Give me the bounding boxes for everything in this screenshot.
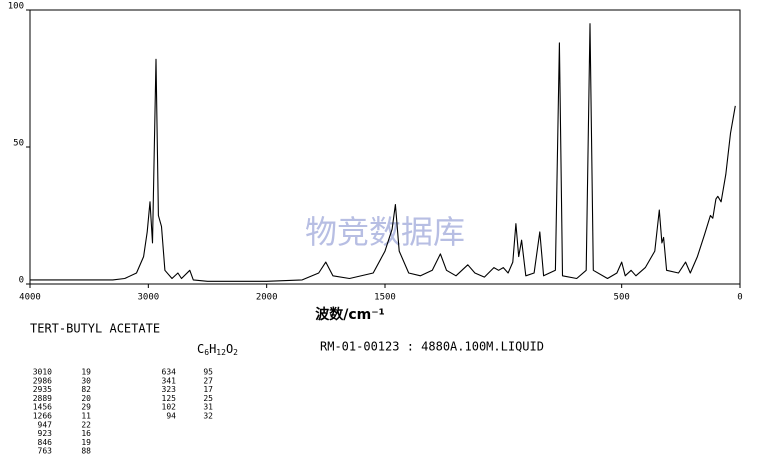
peak-intensity: 16 [81, 429, 91, 438]
formula: C6H12O2 [197, 342, 238, 357]
y-tick-label: 100 [8, 2, 24, 12]
x-axis-label: 波数/cm⁻¹ [315, 306, 385, 323]
peak-wavenumber: 923 [38, 429, 53, 438]
spectrum-line [30, 23, 736, 282]
peak-intensity: 27 [203, 376, 213, 385]
formula-part: C [197, 342, 204, 356]
peak-intensity: 22 [81, 420, 91, 429]
peak-wavenumber: 634 [162, 368, 177, 377]
peak-wavenumber: 3010 [33, 368, 52, 377]
y-tick-label: 0 [19, 276, 24, 286]
peak-wavenumber: 125 [162, 394, 177, 403]
peak-wavenumber: 2889 [33, 394, 52, 403]
peak-wavenumber: 763 [38, 447, 53, 456]
peak-intensity: 20 [81, 394, 91, 403]
peak-wavenumber: 94 [166, 412, 176, 421]
peak-intensity: 19 [81, 368, 91, 377]
peak-intensity: 95 [203, 368, 213, 377]
peak-wavenumber: 1456 [33, 403, 52, 412]
peak-wavenumber: 947 [38, 420, 53, 429]
peak-wavenumber: 2986 [33, 376, 52, 385]
y-tick-label: 50 [13, 139, 24, 149]
compound-name: TERT-BUTYL ACETATE [30, 322, 160, 336]
peak-wavenumber: 341 [162, 376, 177, 385]
peak-intensity: 29 [81, 403, 91, 412]
x-tick-label: 0 [737, 293, 742, 303]
peak-wavenumber: 1266 [33, 412, 52, 421]
x-tick-label: 500 [614, 293, 630, 303]
x-tick-label: 4000 [19, 293, 41, 303]
peak-intensity: 17 [203, 385, 213, 394]
x-tick-label: 2000 [256, 293, 278, 303]
peak-intensity: 32 [203, 412, 213, 421]
peak-intensity: 19 [81, 438, 91, 447]
peak-intensity: 25 [203, 394, 213, 403]
peak-intensity: 88 [81, 447, 91, 456]
peak-wavenumber: 102 [162, 403, 177, 412]
peak-wavenumber: 846 [38, 438, 53, 447]
formula-part: H [209, 342, 216, 356]
peak-intensity: 31 [203, 403, 213, 412]
peak-intensity: 11 [81, 412, 91, 421]
formula-sub: 6 [204, 348, 209, 357]
watermark: 物竞数据库 [305, 213, 465, 251]
reference: RM-01-00123 : 4880A.100M.LIQUID [320, 340, 544, 354]
peak-intensity: 82 [81, 385, 91, 394]
peak-wavenumber: 323 [162, 385, 177, 394]
x-tick-label: 3000 [137, 293, 159, 303]
peak-wavenumber: 2935 [33, 385, 52, 394]
formula-part: O [226, 342, 233, 356]
formula-sub: 2 [233, 348, 238, 357]
x-tick-label: 1500 [374, 293, 396, 303]
peak-intensity: 30 [81, 376, 91, 385]
formula-sub: 12 [216, 348, 226, 357]
